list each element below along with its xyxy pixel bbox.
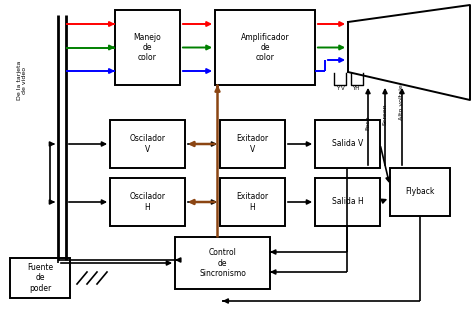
- Text: Foco: Foco: [365, 115, 371, 130]
- Text: Oscilador
H: Oscilador H: [129, 192, 165, 212]
- Bar: [110, 120, 185, 168]
- Bar: [315, 120, 380, 168]
- Text: Salida H: Salida H: [332, 197, 364, 206]
- Bar: [220, 178, 285, 226]
- Text: Fuente
de
poder: Fuente de poder: [27, 263, 53, 293]
- Text: Oscilador
V: Oscilador V: [129, 134, 165, 154]
- Bar: [390, 168, 450, 216]
- Bar: [115, 10, 180, 85]
- Bar: [175, 237, 270, 289]
- Bar: [10, 258, 70, 298]
- Text: Control
de
Sincronismo: Control de Sincronismo: [199, 248, 246, 278]
- Text: Salida V: Salida V: [332, 139, 363, 148]
- Text: Exitador
H: Exitador H: [237, 192, 269, 212]
- Text: Y V: Y V: [336, 86, 345, 91]
- Text: Manejo
de
color: Manejo de color: [134, 33, 161, 62]
- Bar: [110, 178, 185, 226]
- Bar: [315, 178, 380, 226]
- Text: De la tarjeta
de video: De la tarjeta de video: [17, 60, 27, 100]
- Text: Alto voltaje: Alto voltaje: [400, 84, 404, 120]
- Bar: [220, 120, 285, 168]
- Bar: [215, 10, 315, 85]
- Text: Flyback: Flyback: [405, 187, 435, 197]
- Text: Exitador
V: Exitador V: [237, 134, 269, 154]
- Text: Amplificador
de
color: Amplificador de color: [241, 33, 289, 62]
- Text: Screen: Screen: [383, 103, 388, 125]
- Text: YH: YH: [352, 86, 359, 91]
